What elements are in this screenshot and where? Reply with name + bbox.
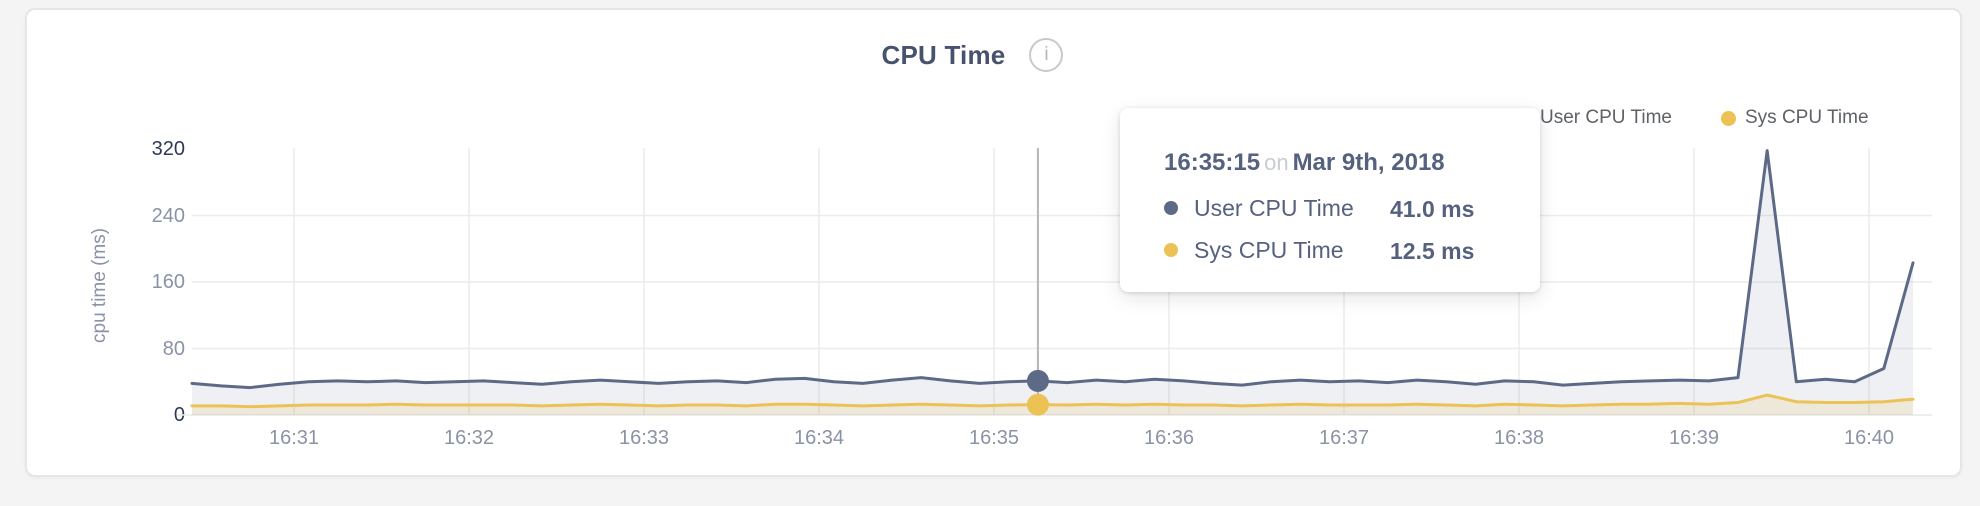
tooltip-time: 16:35:15 [1164,149,1261,176]
chart-title: CPU Time [881,39,1006,70]
tooltip-sys-dot-icon [1164,243,1178,257]
y-tick-label: 320 [151,138,185,160]
sys-cpu-line [190,393,1915,409]
chart-card: CPU Time i User CPU Time Sys CPU Time cp… [25,8,1962,477]
x-tick-label: 16:39 [1668,427,1720,449]
legend-label-sys: Sys CPU Time [1745,107,1869,128]
x-tick-label: 16:31 [268,427,320,449]
user-cpu-line [190,149,1915,390]
tooltip: 16:35:15 on Mar 9th, 2018 User CPU Time 41… [1120,108,1540,292]
hover-marker-sys[interactable] [1026,393,1049,416]
y-tick-label: 80 [162,337,185,360]
user-cpu-area-fill [192,150,1913,415]
tooltip-timestamp: 16:35:15 on Mar 9th, 2018 [1164,149,1445,177]
hover-marker-user[interactable] [1026,369,1049,392]
legend-item-sys-cpu[interactable]: Sys CPU Time [1721,107,1869,129]
tooltip-user-label: User CPU Time [1194,194,1354,221]
tooltip-connector: on [1264,150,1289,175]
tooltip-user-dot-icon [1164,201,1178,215]
y-tick-label: 160 [151,271,185,293]
x-tick-label: 16:33 [618,427,670,449]
x-tick-label: 16:40 [1843,427,1895,449]
info-icon[interactable]: i [1029,38,1064,72]
x-tick-label: 16:34 [793,427,845,449]
x-tick-label: 16:38 [1493,427,1545,449]
info-icon-glyph: i [1044,44,1049,65]
tooltip-row-sys: Sys CPU Time [1164,236,1344,264]
x-tick-label: 16:32 [443,427,495,449]
tooltip-date: Mar 9th, 2018 [1292,149,1445,176]
tooltip-sys-value: 12.5 ms [1390,238,1475,264]
x-tick-label: 16:37 [1318,427,1370,449]
x-tick-label: 16:36 [1143,427,1195,449]
tooltip-row-user: User CPU Time [1164,194,1354,222]
tooltip-sys-label: Sys CPU Time [1194,236,1344,263]
sys-legend-dot-icon [1721,110,1736,126]
chart-plot-area[interactable] [27,10,1980,506]
x-tick-label: 16:35 [968,427,1020,449]
tooltip-user-value: 41.0 ms [1390,196,1475,222]
legend-label-user: User CPU Time [1540,107,1672,128]
y-tick-label: 240 [151,204,185,227]
chart-header: CPU Time i [27,38,1960,72]
